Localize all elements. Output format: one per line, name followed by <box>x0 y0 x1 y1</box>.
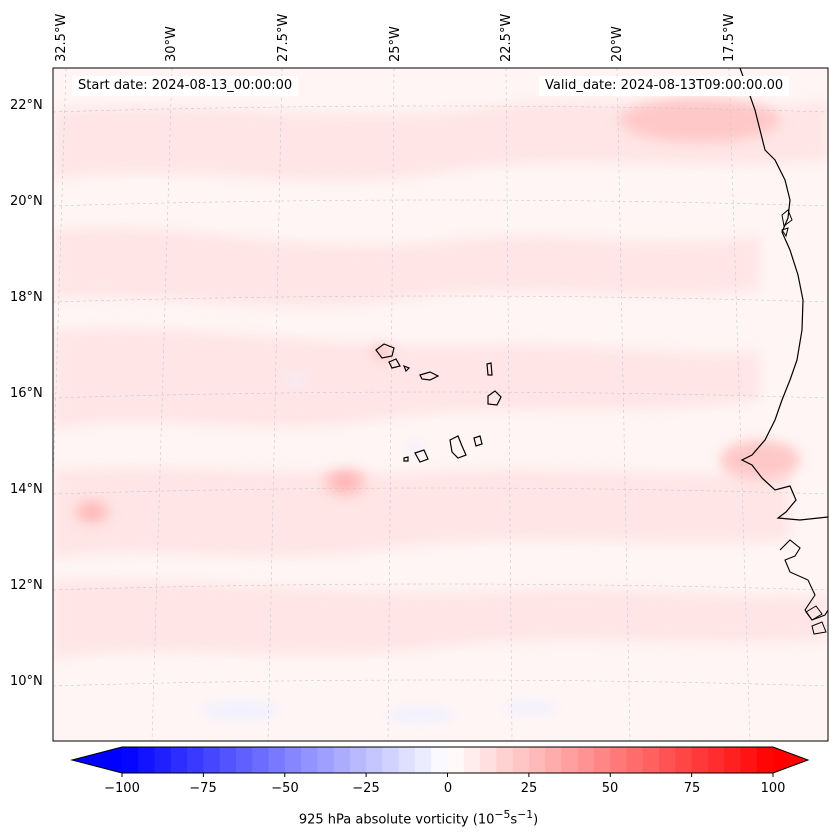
valid-date-label: Valid_date: 2024-08-13T09:00:00.00 <box>539 76 790 96</box>
colorbar-cell <box>203 747 221 773</box>
coastline-africa <box>739 68 828 521</box>
lon-label-27-5w: 27.5°W <box>276 13 291 62</box>
colorbar-label: 925 hPa absolute vorticity (10−5s−1) <box>298 808 539 828</box>
colorbar-cell <box>659 747 676 773</box>
colorbar-cell <box>545 747 562 773</box>
colorbar-cell <box>284 747 302 773</box>
colorbar-cell <box>431 747 448 773</box>
colorbar-tick-label: 75 <box>683 781 701 796</box>
colorbar <box>70 746 810 777</box>
lat-label-22n: 22°N <box>10 98 43 113</box>
lon-label-22-5w: 22.5°W <box>499 13 514 62</box>
map-frame <box>52 67 829 742</box>
lon-label-32-5w: 32.5°W <box>54 13 69 62</box>
colorbar-tick-label: −75 <box>189 781 217 796</box>
colorbar-cell <box>170 747 188 773</box>
colorbar-cell <box>528 747 546 773</box>
colorbar-cell <box>740 747 758 773</box>
colorbar-cell <box>349 747 367 773</box>
colorbar-cell <box>577 747 595 773</box>
colorbar-cell <box>707 747 725 773</box>
lon-label-25w: 25°W <box>388 26 403 62</box>
colorbar-cell <box>122 747 139 773</box>
lon-label-30w: 30°W <box>164 26 179 62</box>
colorbar-cell <box>724 747 741 773</box>
colorbar-cell <box>268 747 286 773</box>
colorbar-cell <box>301 747 318 773</box>
colorbar-cell <box>138 747 156 773</box>
colorbar-cell <box>398 747 416 773</box>
colorbar-cell <box>414 747 432 773</box>
start-date-label: Start date: 2024-08-13_00:00:00 <box>72 76 299 96</box>
colorbar-cell <box>333 747 351 773</box>
lat-label-14n: 14°N <box>10 482 43 497</box>
colorbar-tick-label: −50 <box>271 781 299 796</box>
colorbar-cell <box>593 747 611 773</box>
colorbar-cell <box>219 747 237 773</box>
colorbar-tick-label: −25 <box>352 781 380 796</box>
lon-label-20w: 20°W <box>610 26 625 62</box>
colorbar-cell <box>756 747 774 773</box>
colorbar-cell <box>610 747 628 773</box>
colorbar-tick-label: 0 <box>443 781 453 796</box>
colorbar-high-extend <box>773 747 808 773</box>
lat-label-18n: 18°N <box>10 290 43 305</box>
graticule <box>53 68 828 741</box>
vorticity-field <box>53 68 828 741</box>
colorbar-cell <box>496 747 514 773</box>
lat-label-10n: 10°N <box>10 674 43 689</box>
colorbar-cell <box>366 747 383 773</box>
cape-verde-islands <box>375 343 502 463</box>
colorbar-cell <box>463 747 481 773</box>
lon-label-17-5w: 17.5°W <box>722 13 737 62</box>
colorbar-cell <box>642 747 660 773</box>
colorbar-cell <box>626 747 644 773</box>
colorbar-cell <box>252 747 269 773</box>
colorbar-tick-label: 25 <box>520 781 538 796</box>
lat-label-16n: 16°N <box>10 386 43 401</box>
colorbar-cell <box>561 747 579 773</box>
colorbar-tick-label: 100 <box>760 781 786 796</box>
colorbar-cell <box>187 747 204 773</box>
colorbar-cell <box>691 747 709 773</box>
colorbar-cell <box>480 747 497 773</box>
colorbar-cell <box>447 747 465 773</box>
colorbar-tick-label: 50 <box>601 781 619 796</box>
lat-label-12n: 12°N <box>10 578 43 593</box>
colorbar-low-extend <box>72 747 122 773</box>
colorbar-cell <box>235 747 253 773</box>
colorbar-cell <box>512 747 530 773</box>
colorbar-cell <box>317 747 335 773</box>
colorbar-cell <box>675 747 693 773</box>
colorbar-cell <box>382 747 400 773</box>
lat-label-20n: 20°N <box>10 194 43 209</box>
colorbar-cell <box>154 747 172 773</box>
colorbar-tick-label: −100 <box>104 781 140 796</box>
